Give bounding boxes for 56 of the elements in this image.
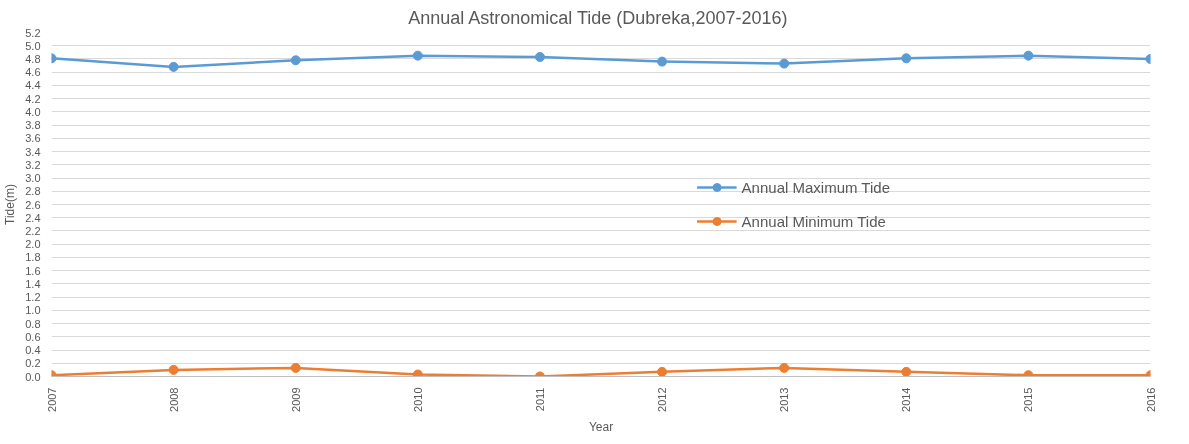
point xyxy=(779,362,790,373)
y-tick-label: 2.4 xyxy=(25,211,41,224)
legend-label: Annual Minimum Tide xyxy=(741,212,886,230)
point xyxy=(779,58,790,69)
y-tick-label: 5.0 xyxy=(25,39,41,52)
x-tick-label: 2015 xyxy=(1022,387,1035,412)
point xyxy=(657,366,668,377)
x-tick-label: 2012 xyxy=(656,387,669,412)
point xyxy=(290,55,301,66)
y-tick-label: 2.8 xyxy=(25,185,41,198)
chart-title: Annual Astronomical Tide (Dubreka,2007-2016) xyxy=(408,7,788,28)
point xyxy=(290,362,301,373)
point xyxy=(534,51,545,62)
y-tick-label: 1.4 xyxy=(25,277,41,290)
y-tick-label: 4.8 xyxy=(25,52,41,65)
y-tick-label: 4.4 xyxy=(25,79,41,92)
y-tick-label: 1.2 xyxy=(25,291,41,304)
y-tick-label: 1.6 xyxy=(25,264,41,277)
legend-label: Annual Maximum Tide xyxy=(741,178,890,196)
x-axis-title: Year xyxy=(588,419,614,434)
point xyxy=(657,56,668,67)
y-tick-label: 4.0 xyxy=(25,105,41,118)
point xyxy=(168,61,179,72)
y-tick-label: 5.2 xyxy=(25,26,41,39)
y-tick-label: 4.6 xyxy=(25,66,41,79)
y-tick-label: 2.0 xyxy=(25,238,41,251)
y-tick-label: 0.0 xyxy=(25,370,41,383)
point xyxy=(168,364,179,375)
y-tick-label: 4.2 xyxy=(25,92,41,105)
y-tick-label: 3.2 xyxy=(25,158,41,171)
y-tick-label: 1.8 xyxy=(25,251,41,264)
point xyxy=(1023,50,1034,61)
point xyxy=(901,366,912,377)
x-tick-label: 2016 xyxy=(1144,387,1157,412)
y-tick-label: 1.0 xyxy=(25,304,41,317)
y-tick-label: 3.4 xyxy=(25,145,41,158)
x-tick-label: 2014 xyxy=(900,387,913,412)
x-tick-label: 2010 xyxy=(411,387,424,412)
y-tick-label: 0.2 xyxy=(25,357,41,370)
y-tick-label: 3.0 xyxy=(25,172,41,185)
y-tick-label: 2.2 xyxy=(25,224,41,237)
point xyxy=(412,369,423,377)
y-tick-label: 3.8 xyxy=(25,119,41,132)
point xyxy=(412,50,423,61)
y-tick-label: 3.6 xyxy=(25,132,41,145)
point xyxy=(901,53,912,64)
x-tick-label: 2008 xyxy=(167,387,180,412)
x-tick-label: 2013 xyxy=(778,387,791,412)
y-tick-label: 2.6 xyxy=(25,198,41,211)
y-tick-label: 0.8 xyxy=(25,317,41,330)
y-axis-title: Tide(m) xyxy=(3,184,18,225)
x-tick-label: 2011 xyxy=(533,387,546,412)
y-tick-label: 0.6 xyxy=(25,330,41,343)
x-tick-label: 2007 xyxy=(45,387,58,412)
x-tick-label: 2009 xyxy=(289,387,302,412)
y-tick-label: 0.4 xyxy=(25,344,41,357)
